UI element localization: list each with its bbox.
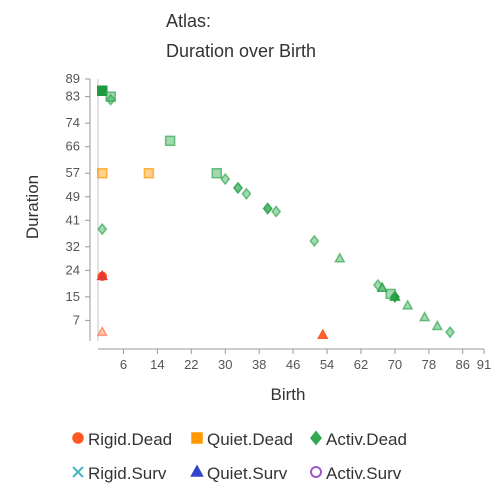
- data-point-activ-dead: [262, 202, 273, 215]
- x-tick-label: 22: [184, 357, 198, 372]
- x-tick-label: 38: [252, 357, 266, 372]
- legend-symbol: [310, 466, 322, 478]
- y-tick-label: 66: [66, 139, 80, 154]
- data-point-activ-dead: [233, 181, 243, 195]
- legend: Rigid.Dead Quiet.Dead Activ.Dead Rigid.Surv…: [72, 430, 407, 483]
- legend-item-rigid-surv: Rigid.Surv: [72, 464, 167, 483]
- data-point-activ-dead: [241, 187, 252, 201]
- x-axis: 6 14 22 30 38 46 54 62 70 78 86 91: [98, 348, 491, 372]
- chart-title-line-1: Atlas:: [166, 11, 211, 31]
- legend-item-quiet-surv: Quiet.Surv: [190, 464, 288, 483]
- data-point-quiet-surv: [418, 311, 431, 322]
- x-tick-label: 6: [120, 357, 127, 372]
- x-tick-label: 62: [354, 357, 368, 372]
- legend-item-quiet-dead: Quiet.Dead: [191, 430, 293, 449]
- y-tick-label: 83: [66, 89, 80, 104]
- data-point-activ-dead: [445, 325, 456, 339]
- data-point-quiet-surv: [401, 299, 414, 310]
- chart-title-line-2: Duration over Birth: [166, 41, 316, 61]
- data-point-activ-surv: [385, 288, 396, 300]
- y-tick-label: 41: [66, 212, 80, 227]
- x-tick-label: 54: [320, 357, 334, 372]
- y-tick-label: 7: [73, 312, 80, 327]
- y-tick-label: 57: [66, 165, 80, 180]
- x-tick-label: 78: [422, 357, 436, 372]
- legend-symbol-stroke: [72, 466, 84, 478]
- y-tick-label: 49: [66, 189, 80, 204]
- legend-item-activ-dead: Activ.Dead: [310, 430, 407, 449]
- legend-label: Activ.Dead: [326, 430, 407, 449]
- legend-symbol: [72, 466, 84, 478]
- data-point-quiet-surv: [431, 319, 444, 331]
- data-point-quiet-surv: [96, 325, 108, 337]
- legend-symbol: [191, 432, 203, 444]
- x-tick-label: 86: [456, 357, 470, 372]
- y-axis-label: Duration: [23, 175, 42, 239]
- y-tick-label: 15: [66, 289, 80, 304]
- y-tick-label: 24: [66, 262, 80, 277]
- data-point-quiet-surv: [334, 252, 346, 263]
- data-point-activ-dead: [97, 222, 108, 236]
- data-point-activ-surv: [105, 91, 116, 102]
- legend-item-rigid-dead: Rigid.Dead: [72, 430, 172, 449]
- data-point-quiet-surv: [376, 281, 388, 292]
- data-point-activ-surv: [211, 167, 223, 179]
- legend-symbol: [72, 432, 84, 444]
- legend-label: Quiet.Surv: [207, 464, 288, 483]
- data-point-quiet-surv: [317, 328, 329, 340]
- legend-item-activ-surv: Activ.Surv: [310, 464, 402, 483]
- x-tick-label: 91: [477, 357, 491, 372]
- x-axis-label: Birth: [271, 385, 306, 404]
- data-point-quiet-dead: [143, 167, 155, 179]
- legend-label: Rigid.Surv: [88, 464, 167, 483]
- x-tick-label: 70: [388, 357, 402, 372]
- legend-label: Quiet.Dead: [207, 430, 293, 449]
- data-point-quiet-dead: [96, 167, 108, 179]
- data-point-activ-surv: [164, 135, 176, 147]
- data-point-activ-dead: [271, 205, 282, 218]
- data-point-activ-dead: [220, 172, 231, 186]
- legend-label: Rigid.Dead: [88, 430, 172, 449]
- legend-label: Activ.Surv: [326, 464, 402, 483]
- x-tick-label: 30: [218, 357, 232, 372]
- x-tick-label: 46: [286, 357, 300, 372]
- legend-symbol: [310, 430, 322, 446]
- data-point-activ-dead: [105, 93, 116, 106]
- x-tick-label: 14: [150, 357, 164, 372]
- data-point-activ-surv: [96, 85, 108, 97]
- y-tick-label: 89: [66, 71, 80, 86]
- y-tick-label: 32: [66, 239, 80, 254]
- data-points: [96, 85, 456, 340]
- legend-symbol: [190, 464, 204, 477]
- y-tick-label: 74: [66, 115, 80, 130]
- data-point-activ-dead: [309, 234, 320, 248]
- y-axis: 7 15 24 32 41 49 57 66 74 83 89: [66, 71, 91, 341]
- data-point-quiet-surv: [96, 269, 108, 281]
